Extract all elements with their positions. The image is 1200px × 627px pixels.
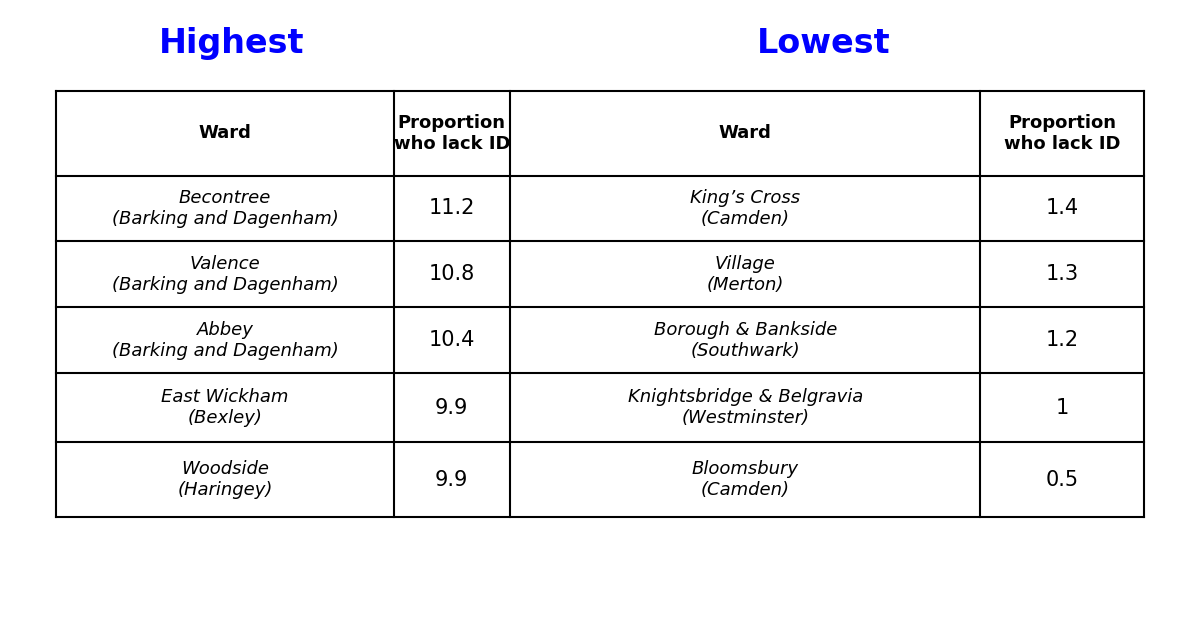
Text: 1.3: 1.3 <box>1045 265 1079 284</box>
Text: Highest: Highest <box>158 28 305 60</box>
Text: Valence
(Barking and Dagenham): Valence (Barking and Dagenham) <box>112 255 338 293</box>
Text: King’s Cross
(Camden): King’s Cross (Camden) <box>690 189 800 228</box>
Text: Ward: Ward <box>198 124 252 142</box>
Text: 0.5: 0.5 <box>1045 470 1079 490</box>
Text: Lowest: Lowest <box>756 28 890 60</box>
Text: Woodside
(Haringey): Woodside (Haringey) <box>178 460 272 499</box>
Text: East Wickham
(Bexley): East Wickham (Bexley) <box>161 388 289 427</box>
Text: 10.8: 10.8 <box>428 265 475 284</box>
Text: Village
(Merton): Village (Merton) <box>707 255 784 293</box>
Text: Bloomsbury
(Camden): Bloomsbury (Camden) <box>691 460 799 499</box>
Text: Borough & Bankside
(Southwark): Borough & Bankside (Southwark) <box>654 321 836 359</box>
Text: 1.4: 1.4 <box>1045 199 1079 218</box>
Text: Becontree
(Barking and Dagenham): Becontree (Barking and Dagenham) <box>112 189 338 228</box>
Text: 9.9: 9.9 <box>436 398 468 418</box>
Text: 1.2: 1.2 <box>1045 330 1079 350</box>
Text: Proportion
who lack ID: Proportion who lack ID <box>394 114 510 152</box>
Text: Abbey
(Barking and Dagenham): Abbey (Barking and Dagenham) <box>112 321 338 359</box>
Text: 9.9: 9.9 <box>436 470 468 490</box>
Text: 10.4: 10.4 <box>428 330 475 350</box>
Text: Knightsbridge & Belgravia
(Westminster): Knightsbridge & Belgravia (Westminster) <box>628 388 863 427</box>
Text: 11.2: 11.2 <box>428 199 475 218</box>
Text: Ward: Ward <box>719 124 772 142</box>
Text: 1: 1 <box>1055 398 1069 418</box>
Text: Proportion
who lack ID: Proportion who lack ID <box>1003 114 1121 152</box>
